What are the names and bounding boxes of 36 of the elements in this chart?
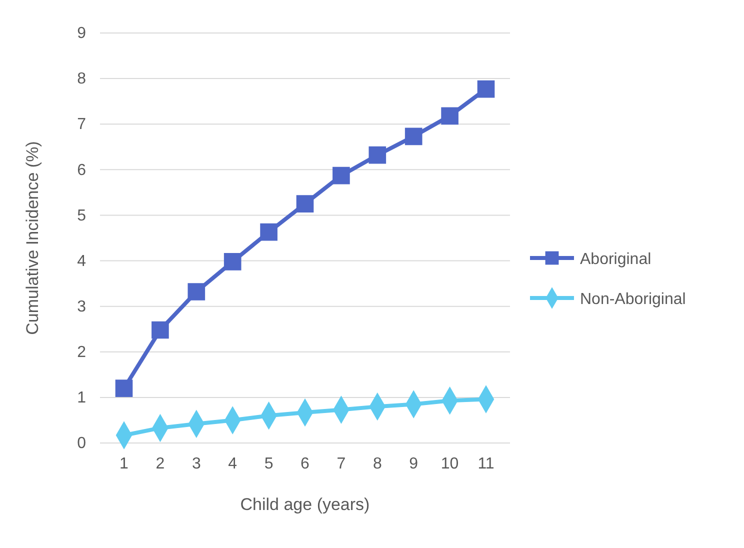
x-tick-label: 8 [372,455,382,472]
legend-label: Aboriginal [580,251,652,268]
y-tick-label: 3 [77,298,86,316]
point [477,80,495,98]
y-tick-label: 4 [77,252,86,270]
point [260,223,278,241]
x-tick-label: 7 [336,455,346,472]
y-axis-title: Cumulative Incidence (%) [23,141,42,335]
y-tick-label: 8 [77,70,86,88]
y-tick-label: 9 [77,25,86,42]
legend-label: Non-Aboriginal [580,291,686,308]
x-axis-title: Child age (years) [240,495,370,514]
x-tick-label: 5 [264,455,274,472]
point [152,321,169,339]
point [404,128,422,146]
x-tick-label: 6 [300,455,310,472]
point [368,146,386,164]
point [224,253,242,270]
x-tick-label: 11 [478,455,494,472]
x-tick-label: 9 [409,455,418,472]
point [188,283,206,300]
y-tick-label: 1 [77,390,86,407]
y-tick-label: 0 [77,435,86,452]
y-tick-label: 6 [77,162,86,179]
y-tick-label: 5 [77,207,86,224]
y-tick-label: 7 [77,116,86,134]
point [296,195,314,212]
point [115,380,133,397]
x-tick-label: 1 [120,455,129,472]
y-tick-label: 2 [77,344,86,362]
x-tick-label: 4 [228,455,238,472]
x-tick-label: 10 [440,455,459,472]
point [332,166,350,184]
x-tick-label: 3 [192,455,201,472]
x-tick-label: 2 [156,455,165,472]
point [441,107,458,125]
